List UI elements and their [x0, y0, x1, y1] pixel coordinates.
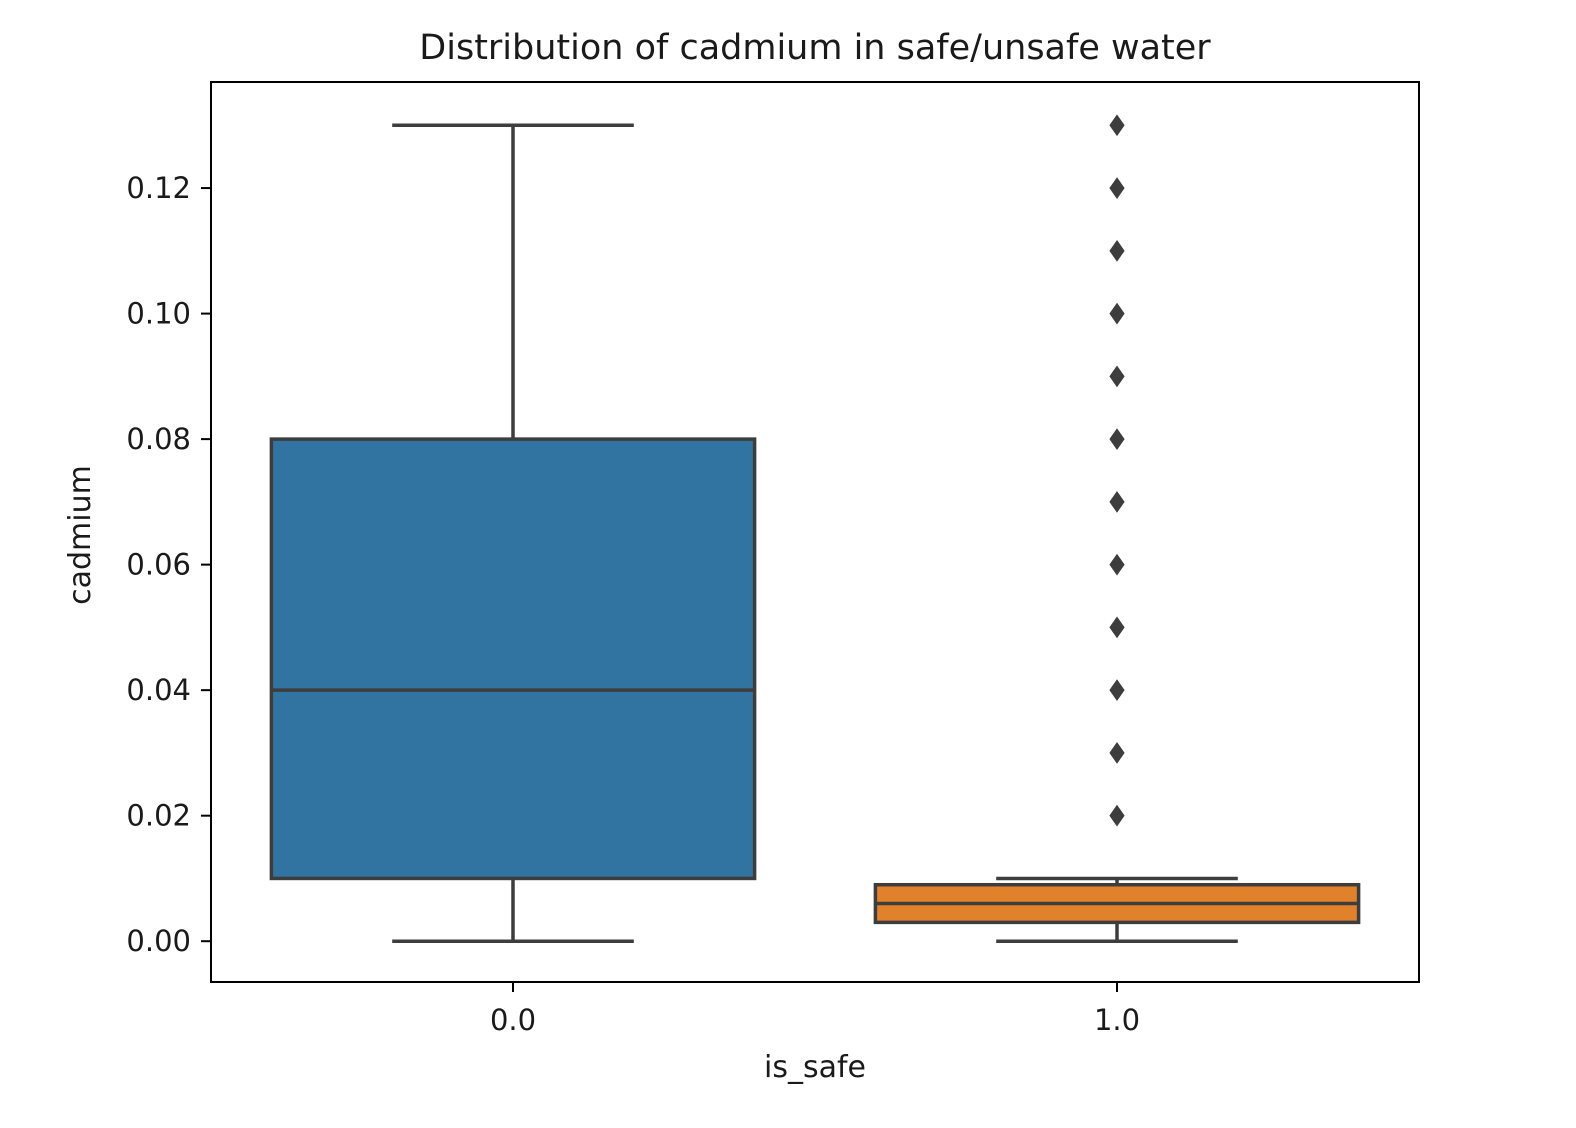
y-tick-label: 0.12	[126, 171, 191, 205]
box-group-1.0	[873, 114, 1361, 943]
outlier-point	[1109, 491, 1125, 513]
outlier-point	[1109, 804, 1125, 827]
y-tick-label: 0.08	[126, 422, 191, 456]
x-axis-label: is_safe	[764, 1050, 866, 1085]
x-tick-label: 0.0	[490, 1003, 536, 1037]
x-axis: 0.0 1.0	[490, 982, 1140, 1037]
chart-title: Distribution of cadmium in safe/unsafe w…	[419, 28, 1211, 68]
outlier-point	[1109, 428, 1125, 450]
y-tick-label: 0.10	[126, 297, 191, 331]
y-tick-label: 0.00	[126, 924, 191, 958]
x-tick-label: 1.0	[1094, 1003, 1140, 1037]
outlier-point	[1109, 365, 1125, 388]
y-tick-label: 0.02	[126, 799, 191, 833]
outlier-point	[1109, 114, 1125, 137]
y-axis-label: cadmium	[63, 465, 98, 605]
axes-frame	[210, 81, 1420, 983]
box-group-0.0	[269, 123, 757, 943]
outlier-point	[1109, 616, 1125, 639]
outlier-point	[1109, 742, 1125, 764]
outlier-point	[1109, 239, 1125, 262]
outlier-point	[1109, 302, 1125, 325]
plot-area	[269, 114, 1361, 943]
y-axis: 0.00 0.02 0.04 0.06 0.08 0.10 0.12	[126, 171, 211, 958]
outlier-point	[1109, 553, 1125, 576]
outlier-point	[1109, 679, 1125, 702]
iqr-box	[269, 437, 757, 881]
y-tick-label: 0.04	[126, 673, 191, 707]
y-tick-label: 0.06	[126, 548, 191, 582]
outlier-point	[1109, 177, 1125, 199]
